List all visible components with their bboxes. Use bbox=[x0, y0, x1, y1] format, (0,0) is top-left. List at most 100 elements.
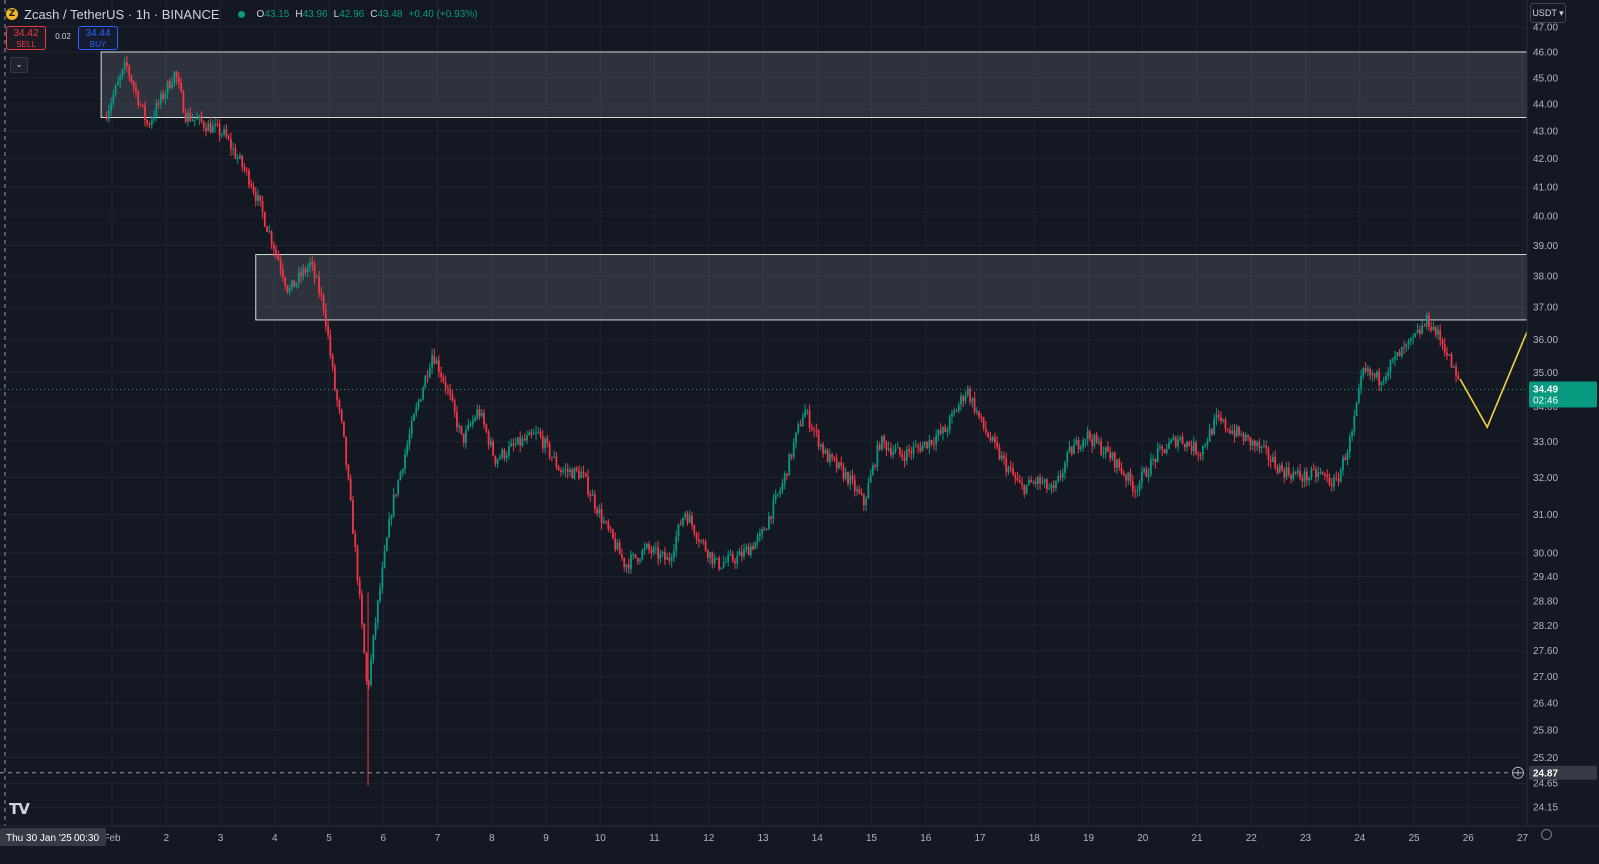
candle-body bbox=[939, 430, 942, 434]
candle-body bbox=[1009, 467, 1012, 469]
candle-body bbox=[406, 444, 409, 455]
candle-body bbox=[537, 431, 540, 433]
time-tick-label: 22 bbox=[1246, 833, 1258, 844]
candle-body bbox=[168, 81, 171, 89]
buy-button[interactable]: 34.44 BUY bbox=[78, 26, 118, 50]
candle-body bbox=[1152, 458, 1155, 460]
lower-resistance-zone[interactable] bbox=[255, 254, 1529, 321]
candle-body bbox=[1118, 459, 1121, 468]
candle-body bbox=[1059, 475, 1062, 478]
candle-body bbox=[211, 125, 214, 133]
candle-body bbox=[1389, 360, 1392, 372]
candle-body bbox=[1208, 429, 1211, 442]
candle-body bbox=[284, 277, 287, 286]
candle-body bbox=[198, 115, 201, 119]
symbol-title[interactable]: Zcash / TetherUS · 1h · BINANCE bbox=[24, 6, 220, 22]
candle-body bbox=[401, 469, 404, 473]
candle-body bbox=[1086, 431, 1089, 439]
candle-body bbox=[736, 555, 739, 564]
candle-body bbox=[1199, 454, 1202, 456]
price-tick-label: 43.00 bbox=[1533, 127, 1558, 138]
candle-body bbox=[1441, 340, 1444, 345]
candle-body bbox=[404, 454, 406, 470]
candle-body bbox=[270, 231, 273, 245]
candle-body bbox=[395, 494, 397, 496]
candle-body bbox=[234, 148, 237, 159]
candle-body bbox=[978, 410, 980, 417]
time-tick-label: 6 bbox=[380, 833, 386, 844]
candle-body bbox=[465, 429, 467, 443]
candle-body bbox=[107, 110, 110, 119]
candle-body bbox=[1050, 485, 1053, 489]
candle-body bbox=[426, 375, 429, 377]
tradingview-logo-icon[interactable]: TV bbox=[9, 800, 30, 818]
candle-body bbox=[691, 515, 693, 526]
candle-body bbox=[668, 557, 671, 561]
candle-body bbox=[148, 124, 151, 126]
candle-body bbox=[630, 555, 632, 569]
candle-body bbox=[625, 564, 628, 568]
candle-body bbox=[1170, 439, 1173, 443]
candle-body bbox=[715, 557, 718, 559]
currency-button[interactable]: USDT ▾ bbox=[1530, 3, 1566, 23]
candle-body bbox=[801, 417, 804, 427]
candle-body bbox=[132, 82, 135, 87]
close-value: 43.48 bbox=[377, 8, 403, 20]
candle-body bbox=[1113, 452, 1116, 468]
time-axis[interactable] bbox=[0, 826, 1599, 864]
candle-body bbox=[485, 424, 488, 432]
candle-body bbox=[600, 509, 603, 523]
candle-body bbox=[960, 396, 962, 405]
candle-body bbox=[1287, 467, 1290, 475]
time-tick-label: 5 bbox=[326, 833, 332, 844]
candle-body bbox=[1238, 426, 1240, 436]
candle-body bbox=[962, 396, 965, 402]
candle-body bbox=[1416, 329, 1419, 334]
candle-body bbox=[1333, 477, 1335, 487]
candle-body bbox=[645, 544, 648, 548]
candle-body bbox=[1233, 430, 1236, 437]
candle-body bbox=[679, 524, 682, 526]
candle-body bbox=[535, 432, 537, 434]
candle-body bbox=[137, 91, 140, 105]
candle-body bbox=[408, 434, 411, 445]
candle-body bbox=[779, 490, 782, 494]
candle-body bbox=[1048, 488, 1051, 490]
candle-body bbox=[770, 516, 773, 519]
candle-body bbox=[1206, 441, 1209, 445]
candle-body bbox=[336, 390, 339, 401]
add-alert-icon[interactable] bbox=[1512, 766, 1524, 779]
candle-body bbox=[602, 521, 605, 523]
time-tick-label: 19 bbox=[1083, 833, 1095, 844]
candle-body bbox=[539, 431, 542, 437]
candle-body bbox=[302, 268, 305, 277]
candle-body bbox=[810, 427, 813, 430]
candle-body bbox=[1299, 470, 1301, 478]
candle-body bbox=[984, 427, 987, 433]
candle-body bbox=[1339, 469, 1342, 482]
candle-body bbox=[223, 129, 226, 135]
candle-body bbox=[1446, 352, 1448, 356]
settings-icon[interactable] bbox=[1541, 829, 1552, 840]
sell-label: SELL bbox=[16, 40, 36, 49]
candle-body bbox=[1052, 485, 1055, 488]
candle-body bbox=[381, 567, 384, 589]
time-tick-label: 7 bbox=[435, 833, 441, 844]
candle-body bbox=[1263, 445, 1265, 447]
sell-button[interactable]: 34.42 SELL bbox=[6, 26, 46, 50]
candle-body bbox=[1303, 471, 1306, 482]
candle-body bbox=[1213, 418, 1216, 435]
buy-price: 34.44 bbox=[85, 28, 111, 39]
time-tick-label: Feb bbox=[103, 833, 121, 844]
upper-resistance-zone[interactable] bbox=[100, 51, 1529, 118]
candle-body bbox=[209, 123, 212, 133]
candle-body bbox=[1278, 465, 1281, 474]
candle-body bbox=[1428, 315, 1430, 327]
candle-body bbox=[1409, 337, 1412, 341]
price-axis[interactable] bbox=[1527, 0, 1599, 826]
candle-body bbox=[813, 429, 815, 431]
time-tick-label: 13 bbox=[757, 833, 769, 844]
candle-body bbox=[263, 212, 266, 227]
collapse-legend-button[interactable]: ⌄ bbox=[10, 57, 28, 73]
